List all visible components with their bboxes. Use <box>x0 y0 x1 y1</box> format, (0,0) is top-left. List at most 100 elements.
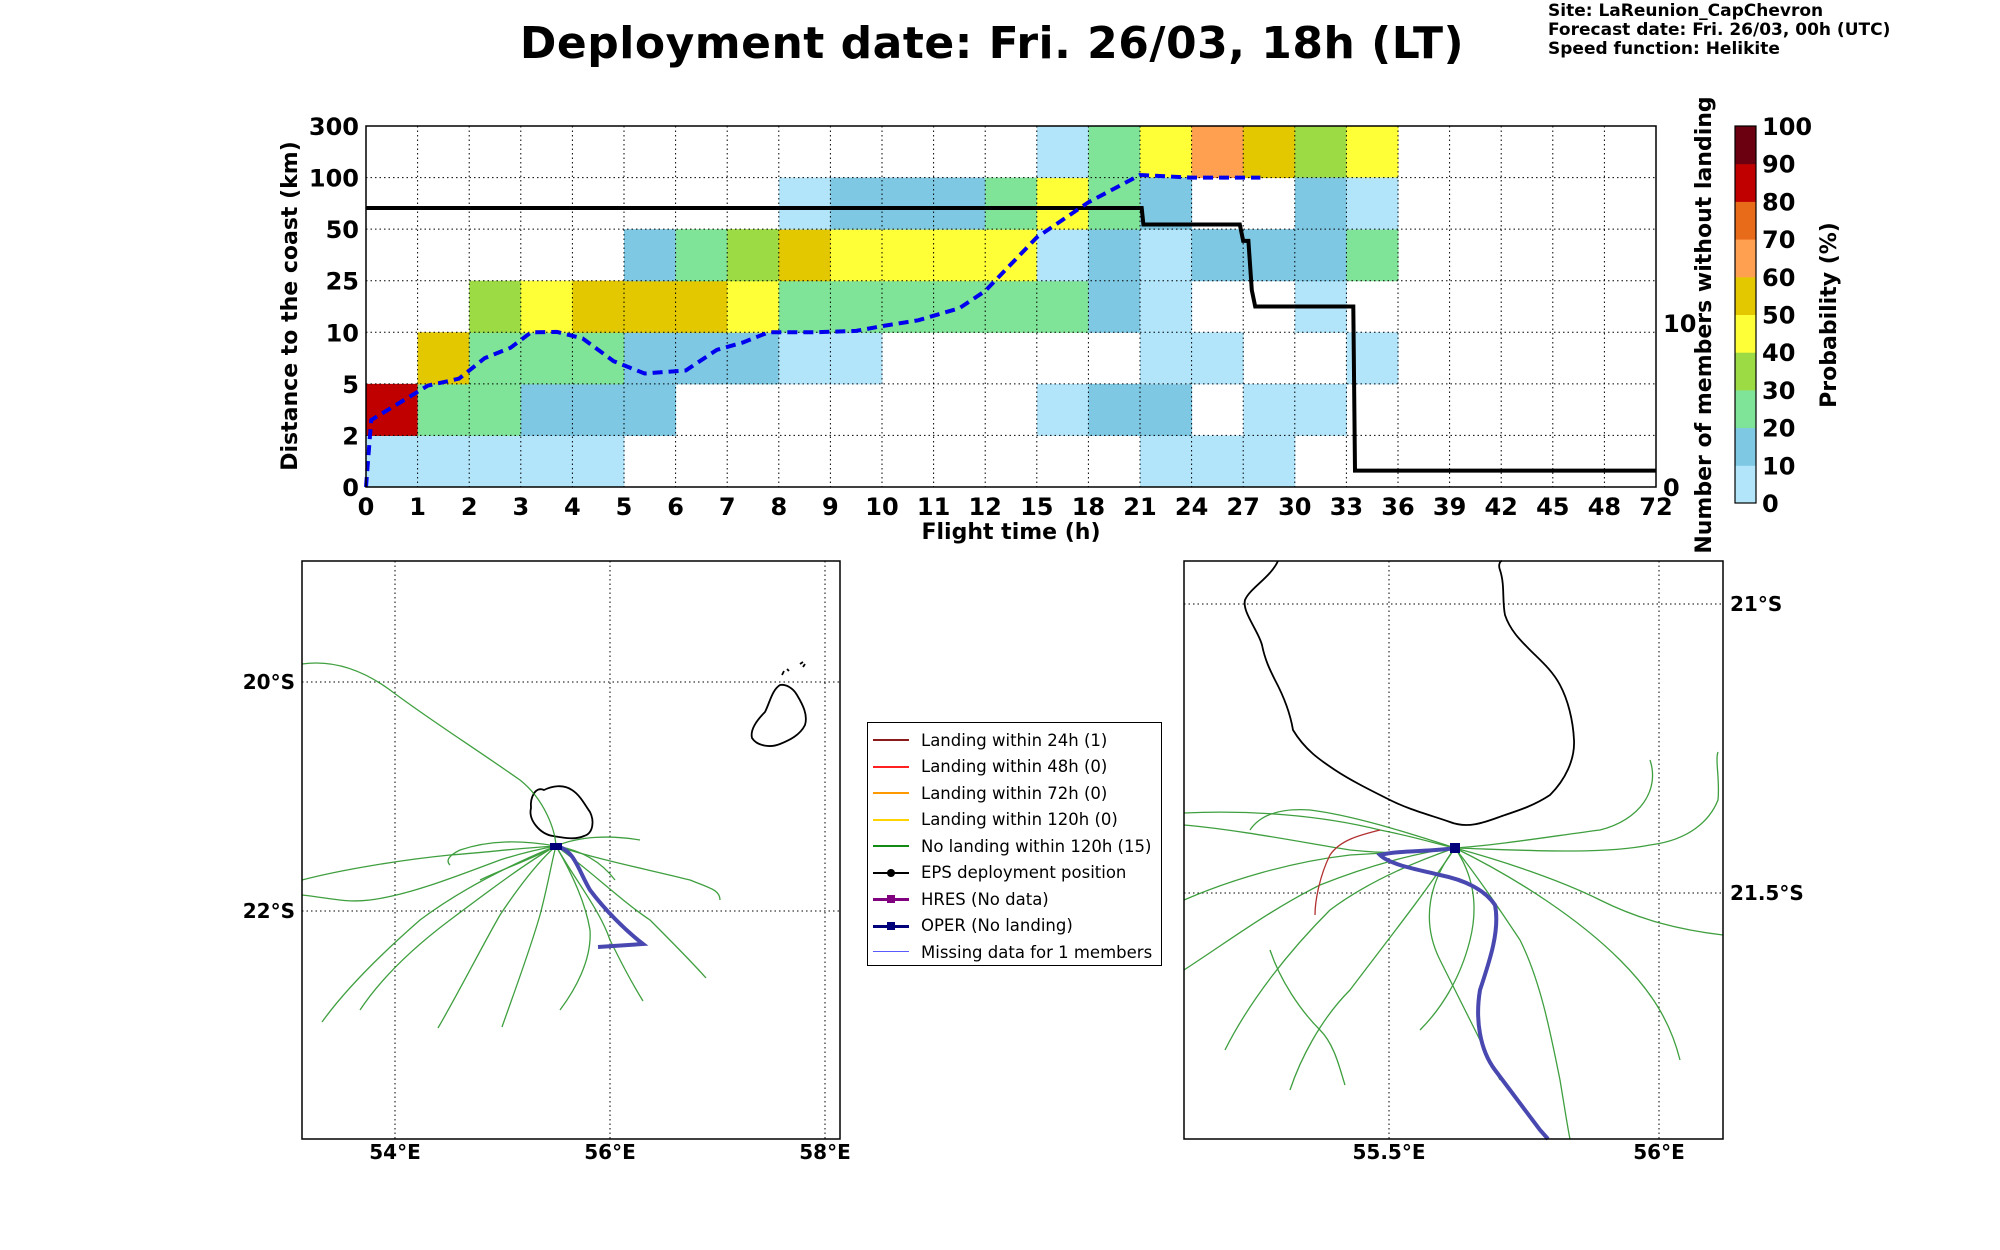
heatmap-cell <box>520 383 573 436</box>
heatmap-cell <box>778 280 831 333</box>
heatmap-cell <box>830 229 883 282</box>
x-tick-label: 72 <box>1639 493 1672 521</box>
legend-item: No landing within 120h (15) <box>868 833 1151 859</box>
heatmap-cell <box>624 383 677 436</box>
y-tick-label: 300 <box>309 113 359 141</box>
colorbar-tick-label: 50 <box>1762 302 1795 330</box>
map-overview: 54°E 56°E 58°E 20°S 22°S <box>243 560 851 1164</box>
y-tick-label: 100 <box>309 165 359 193</box>
legend-label: Landing within 48h (0) <box>921 757 1108 776</box>
right-y-tick-label: 10 <box>1663 310 1696 338</box>
heatmap-cell <box>727 229 780 282</box>
heatmap-cell <box>520 280 573 333</box>
site-label: Site: LaReunion_CapChevron <box>1548 1 1824 21</box>
map-legend: Landing within 24h (1) Landing within 48h… <box>867 722 1162 966</box>
x-tick-label: 7 <box>719 493 736 521</box>
legend-label: No landing within 120h (15) <box>921 836 1152 856</box>
heatmap-cell <box>1346 229 1399 282</box>
colorbar-segment <box>1735 276 1756 315</box>
heatmap-cell <box>985 229 1038 282</box>
legend-item: HRES (No data) <box>868 886 1049 912</box>
heatmap-cell <box>520 435 573 488</box>
colorbar-segment <box>1735 239 1756 278</box>
heatmap-cell <box>1088 229 1141 282</box>
y-tick-label: 10 <box>326 319 359 347</box>
deployment-marker-overview <box>550 843 562 850</box>
heatmap-cell <box>933 229 986 282</box>
legend-swatch <box>873 919 909 933</box>
heatmap-cell <box>1294 126 1347 179</box>
map-overview-frame <box>301 560 841 1140</box>
x-tick-label: 12 <box>968 493 1001 521</box>
heatmap-cell <box>1191 435 1244 488</box>
chart-title: Deployment date: Fri. 26/03, 18h (LT) <box>519 18 1465 69</box>
right-y-tick-label: 0 <box>1663 474 1680 502</box>
legend-swatch <box>873 786 909 800</box>
legend-label: Landing within 120h (0) <box>921 810 1118 829</box>
heatmap-cell <box>417 435 470 488</box>
heatmap-cell <box>520 332 573 385</box>
legend-swatch <box>873 945 909 959</box>
reunion-island-outline <box>529 785 594 840</box>
x-tick-label: 8 <box>770 493 787 521</box>
x-tick-label: 6 <box>667 493 684 521</box>
heatmap-cell <box>624 280 677 333</box>
heatmap-cell <box>1140 332 1193 385</box>
heatmap-cell <box>469 383 522 436</box>
x-tick-label: 27 <box>1226 493 1259 521</box>
heatmap-cell <box>366 435 419 488</box>
heatmap-cell <box>1140 177 1193 230</box>
legend-swatch <box>873 866 909 880</box>
landing-24h-track <box>1314 829 1381 916</box>
heatmap-cell <box>1140 229 1193 282</box>
map-zoom: 55.5°E 56°E 21°S 21.5°S <box>1183 560 1804 1164</box>
map-zoom-frame <box>1183 560 1724 1140</box>
heatmap-cell <box>727 332 780 385</box>
heatmap-cell <box>1346 177 1399 230</box>
probability-heatmap <box>366 126 1399 488</box>
heatmap-cell <box>572 332 625 385</box>
y-axis-label: Distance to the coast (km) <box>278 141 303 471</box>
colorbar-tick-label: 30 <box>1762 377 1795 405</box>
heatmap-cell <box>1243 435 1296 488</box>
y-tick-label: 25 <box>326 268 359 296</box>
x-tick-label: 9 <box>822 493 839 521</box>
forecast-date-label: Forecast date: Fri. 26/03, 00h (UTC) <box>1548 20 1891 40</box>
heatmap-cell <box>675 229 728 282</box>
colorbar-tick-label: 0 <box>1762 490 1779 518</box>
legend-swatch <box>873 839 909 853</box>
right-y-tick-labels: 0 10 <box>1663 310 1696 502</box>
heatmap-cell <box>1088 126 1141 179</box>
legend-label: OPER (No landing) <box>921 916 1073 935</box>
longitude-tick-label: 58°E <box>799 1140 851 1164</box>
colorbar-tick-label: 20 <box>1762 415 1795 443</box>
islets-outline <box>781 661 806 676</box>
y-tick-label: 5 <box>342 371 359 399</box>
heatmap-frame <box>365 125 1657 488</box>
heatmap-cell <box>882 229 935 282</box>
map-overview-trajectories <box>301 662 721 1029</box>
x-tick-label: 36 <box>1381 493 1414 521</box>
longitude-tick-label: 56°E <box>584 1140 636 1164</box>
x-tick-labels: 0 1 2 3 4 5 6 7 8 9 10 11 12 15 18 21 24 27 30 33 36 39 42 45 48… <box>358 493 1673 521</box>
map-zoom-tick-labels: 55.5°E 56°E 21°S 21.5°S <box>1352 592 1803 1164</box>
colorbar-segment <box>1735 389 1756 429</box>
x-tick-label: 4 <box>564 493 581 521</box>
y-tick-label: 0 <box>342 474 359 502</box>
mean-distance-line <box>364 172 1261 488</box>
heatmap-series <box>364 172 1656 488</box>
oper-track-overview <box>555 844 649 949</box>
x-tick-label: 3 <box>512 493 529 521</box>
heatmap-cell <box>933 280 986 333</box>
heatmap-cell <box>1036 229 1089 282</box>
colorbar-tick-label: 40 <box>1762 339 1795 367</box>
deployment-marker-zoom <box>1450 843 1460 853</box>
heatmap-cell <box>572 383 625 436</box>
speed-function-label: Speed function: Helikite <box>1548 39 1780 59</box>
heatmap-cell <box>778 332 831 385</box>
right-y-axis-label: Number of members without landing <box>1692 96 1717 553</box>
colorbar-tick-label: 70 <box>1762 226 1795 254</box>
heatmap-cell <box>778 177 831 230</box>
longitude-tick-label: 56°E <box>1633 1140 1685 1164</box>
heatmap-cell <box>1191 229 1244 282</box>
